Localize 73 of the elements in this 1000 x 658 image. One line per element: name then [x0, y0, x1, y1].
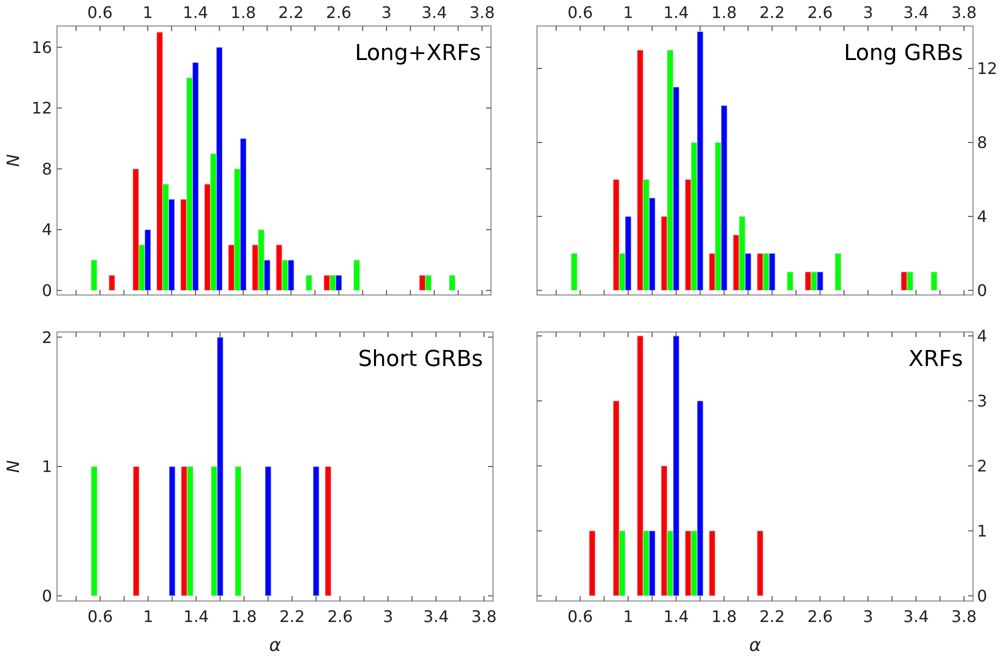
bar [834, 253, 842, 291]
x-tick-label: 1.8 [231, 607, 257, 626]
x-tick-label: 3.8 [471, 607, 497, 626]
x2-tick-label: 0.6 [87, 3, 113, 22]
x-tick-label: 1.4 [183, 607, 209, 626]
x2-tick-label: 2.2 [759, 3, 785, 22]
x-axis-title: α [269, 635, 282, 656]
x-tick-label: 3.4 [903, 607, 929, 626]
y2-tick-label: 8 [977, 133, 988, 152]
bar [930, 272, 938, 291]
x-tick-label: 2.2 [279, 607, 305, 626]
bar [108, 274, 116, 291]
x2-tick-label: 2.6 [326, 3, 352, 22]
y2-tick-label: 0 [977, 280, 988, 300]
x-tick-label: 3.8 [951, 607, 977, 626]
x-tick-label: 1 [143, 607, 154, 626]
x2-tick-label: 3.4 [903, 3, 929, 22]
x-tick-label: 0.6 [567, 607, 593, 626]
y-tick-label: 0 [42, 281, 52, 300]
x2-tick-label: 3.8 [951, 3, 977, 22]
x-tick-label: 3 [382, 607, 394, 626]
y2-tick-label: 1 [977, 521, 988, 540]
x-tick-label: 0.6 [87, 607, 113, 626]
bar [570, 253, 578, 291]
x2-tick-label: 1.4 [182, 3, 208, 22]
bar [786, 272, 794, 291]
y-tick-label: 8 [42, 159, 52, 178]
x2-tick-label: 1 [142, 3, 153, 22]
x-tick-label: 1.8 [711, 607, 737, 626]
y2-tick-label: 4 [977, 207, 988, 226]
text: Long+XRFs [354, 41, 481, 66]
x-tick-label: 2.6 [807, 607, 833, 626]
bar [756, 530, 764, 596]
x-tick-label: 3.4 [423, 607, 449, 626]
x-tick-label: 2.2 [759, 607, 785, 626]
y-tick-label: 0 [42, 586, 52, 606]
x-tick-label: 1.4 [663, 607, 689, 626]
x2-tick-label: 1.8 [711, 3, 737, 22]
y-axis-title: N [4, 460, 24, 473]
x2-tick-label: 1.8 [230, 3, 256, 22]
x2-tick-label: 2.2 [278, 3, 304, 22]
x-axis-title: α [749, 635, 762, 656]
text: XRFs [908, 347, 963, 372]
y2-tick-label: 2 [977, 456, 988, 476]
text: Long GRBs [844, 41, 963, 66]
bar [588, 530, 596, 596]
bar [306, 274, 312, 291]
y-tick-label: 2 [42, 328, 52, 347]
x-tick-label: 3 [862, 607, 874, 626]
text: Short GRBs [358, 347, 483, 372]
bar [708, 530, 716, 596]
y2-tick-label: 12 [977, 59, 998, 78]
y-tick-label: 16 [32, 38, 52, 57]
x2-tick-label: 3.8 [469, 3, 495, 22]
bar [448, 274, 456, 291]
y2-tick-label: 0 [977, 586, 988, 606]
y2-tick-label: 3 [977, 391, 988, 410]
bar [353, 260, 360, 291]
y-tick-label: 4 [42, 220, 52, 240]
x2-tick-label: 2.6 [807, 3, 833, 22]
x2-tick-label: 0.6 [567, 3, 593, 22]
y-tick-label: 12 [32, 98, 52, 118]
x-tick-label: 2.6 [327, 607, 353, 626]
x-tick-label: 1 [623, 607, 634, 626]
bar [90, 260, 98, 291]
y2-tick-label: 4 [977, 326, 988, 346]
y-tick-label: 1 [42, 457, 52, 476]
x2-tick-label: 1.4 [663, 3, 689, 22]
x2-tick-label: 3 [381, 3, 392, 22]
x2-tick-label: 3.4 [422, 3, 448, 22]
y-axis-title: N [4, 154, 24, 167]
x2-tick-label: 3 [862, 3, 874, 22]
x2-tick-label: 1 [623, 3, 634, 22]
